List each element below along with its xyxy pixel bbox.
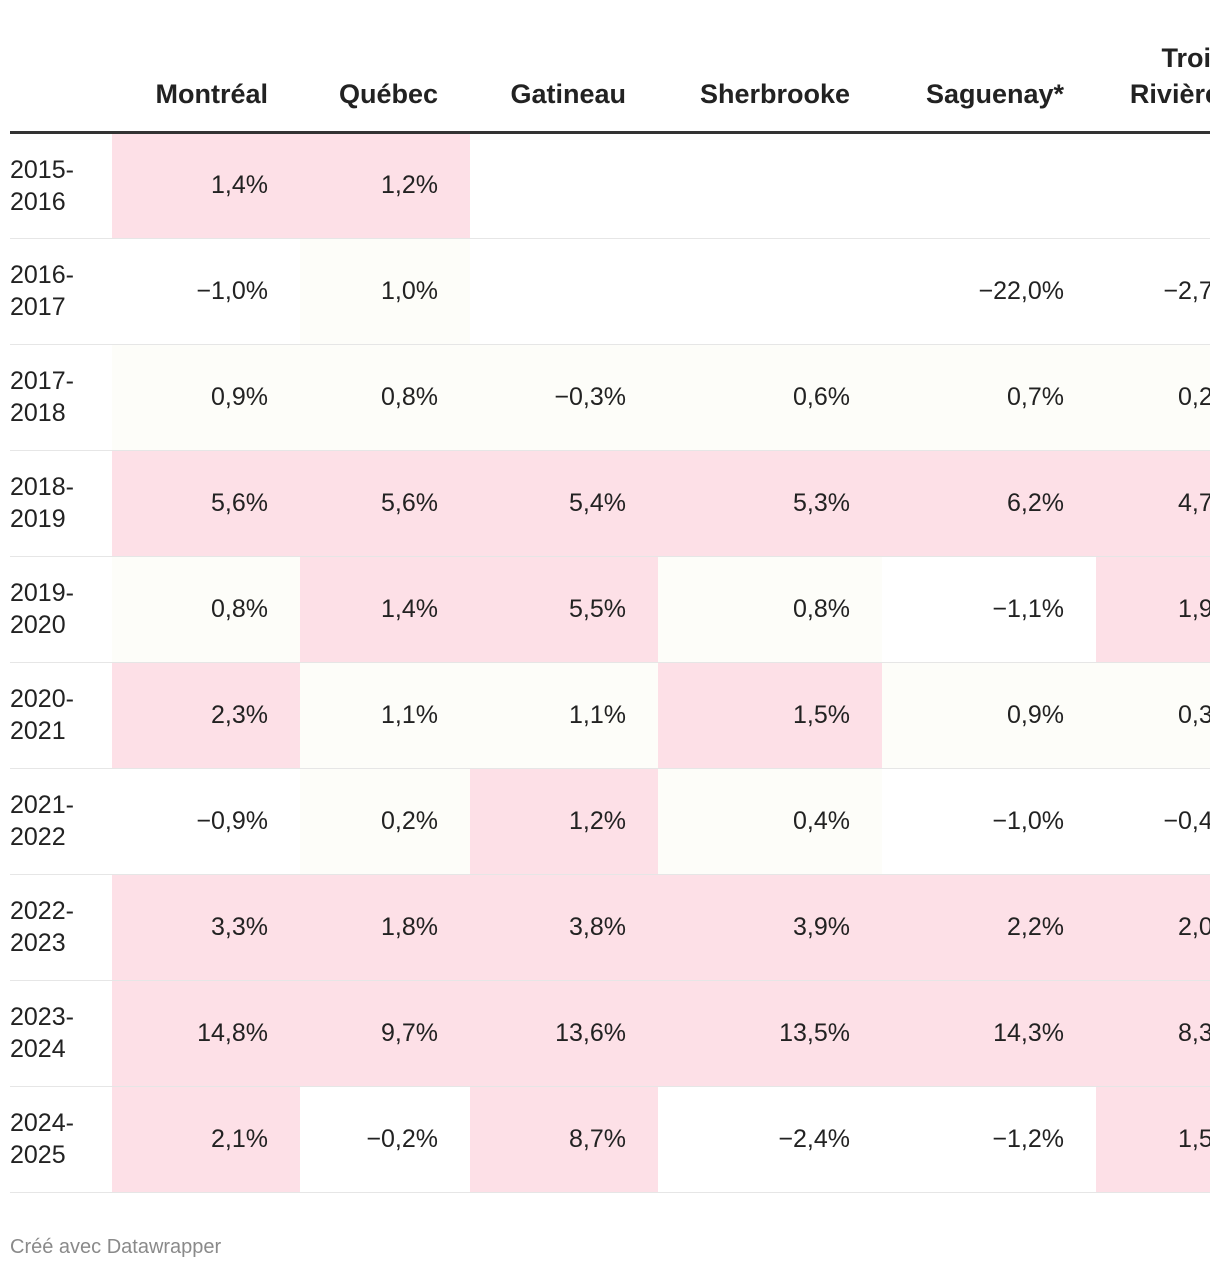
table-cell: −1,0% bbox=[112, 238, 300, 345]
row-label: 2022-2023 bbox=[10, 874, 112, 981]
table-cell bbox=[470, 238, 658, 345]
table-cell: 1,2% bbox=[470, 768, 658, 875]
footer: Créé avec Datawrapper bbox=[10, 1236, 222, 1258]
table-cell: 2,0% bbox=[1096, 874, 1210, 981]
table-cell: −2,7% bbox=[1096, 238, 1210, 345]
table-body: 2015-2016 1,4% 1,2% 2016-2017 −1,0% 1,0% −22,0… bbox=[10, 132, 1210, 1193]
table-cell: 14,8% bbox=[112, 980, 300, 1087]
table-cell: 2,1% bbox=[112, 1086, 300, 1193]
table-cell: 0,7% bbox=[882, 344, 1096, 451]
table-cell: 0,3% bbox=[1096, 662, 1210, 769]
table-cell: 3,8% bbox=[470, 874, 658, 981]
table-cell bbox=[882, 132, 1096, 239]
table-row: 2021-2022−0,9%0,2%1,2%0,4%−1,0%−0,4% bbox=[10, 768, 1210, 875]
table-cell: 4,7% bbox=[1096, 450, 1210, 557]
table-cell: −0,2% bbox=[300, 1086, 470, 1193]
table-cell: 6,2% bbox=[882, 450, 1096, 557]
table-container: Montréal Québec Gatineau Sherbrooke Saguenay… bbox=[10, 0, 1210, 1193]
table-cell: 1,1% bbox=[470, 662, 658, 769]
table-cell: 1,1% bbox=[300, 662, 470, 769]
header-row: Montréal Québec Gatineau Sherbrooke Saguenay… bbox=[10, 0, 1210, 134]
table-cell: 0,2% bbox=[300, 768, 470, 875]
table-cell: −0,3% bbox=[470, 344, 658, 451]
table-cell: 5,5% bbox=[470, 556, 658, 663]
table-cell: 1,5% bbox=[658, 662, 882, 769]
table-cell: 0,6% bbox=[658, 344, 882, 451]
table-cell: 3,3% bbox=[112, 874, 300, 981]
table-cell: 8,7% bbox=[470, 1086, 658, 1193]
table-cell: 0,8% bbox=[300, 344, 470, 451]
table-cell bbox=[658, 238, 882, 345]
row-label: 2021-2022 bbox=[10, 768, 112, 875]
table-cell: 1,4% bbox=[112, 132, 300, 239]
table-cell bbox=[658, 132, 882, 239]
table-cell bbox=[1096, 132, 1210, 239]
table-cell: 5,6% bbox=[300, 450, 470, 557]
column-header: Sherbrooke bbox=[658, 0, 882, 134]
table-cell: 5,3% bbox=[658, 450, 882, 557]
table-cell: −1,2% bbox=[882, 1086, 1096, 1193]
table-cell: 8,3% bbox=[1096, 980, 1210, 1087]
table-cell: 14,3% bbox=[882, 980, 1096, 1087]
table-cell: 2,2% bbox=[882, 874, 1096, 981]
column-header: Montréal bbox=[112, 0, 300, 134]
table-cell: 13,5% bbox=[658, 980, 882, 1087]
table-cell: 0,8% bbox=[112, 556, 300, 663]
row-label: 2017-2018 bbox=[10, 344, 112, 451]
table-cell: −0,9% bbox=[112, 768, 300, 875]
table-cell: 0,2% bbox=[1096, 344, 1210, 451]
table-cell: −0,4% bbox=[1096, 768, 1210, 875]
table-cell: 2,3% bbox=[112, 662, 300, 769]
table-cell bbox=[470, 132, 658, 239]
table-cell: 3,9% bbox=[658, 874, 882, 981]
table-cell: 9,7% bbox=[300, 980, 470, 1087]
column-header: Québec bbox=[300, 0, 470, 134]
row-label: 2015-2016 bbox=[10, 132, 112, 239]
table-cell: −1,1% bbox=[882, 556, 1096, 663]
table-cell: 1,9% bbox=[1096, 556, 1210, 663]
table-cell: −2,4% bbox=[658, 1086, 882, 1193]
column-header: Gatineau bbox=[470, 0, 658, 134]
table-cell: 0,4% bbox=[658, 768, 882, 875]
table-row: 2016-2017−1,0%1,0% −22,0%−2,7% bbox=[10, 238, 1210, 345]
table-cell: 1,2% bbox=[300, 132, 470, 239]
column-header: Trois-Rivières bbox=[1096, 0, 1210, 134]
table-cell: 0,9% bbox=[112, 344, 300, 451]
table-cell: 1,0% bbox=[300, 238, 470, 345]
row-label: 2024-2025 bbox=[10, 1086, 112, 1193]
table-cell: 0,9% bbox=[882, 662, 1096, 769]
table-cell: 1,8% bbox=[300, 874, 470, 981]
table-row: 2015-2016 1,4% 1,2% bbox=[10, 132, 1210, 239]
table-cell: 5,6% bbox=[112, 450, 300, 557]
table-cell: 5,4% bbox=[470, 450, 658, 557]
table: Montréal Québec Gatineau Sherbrooke Saguenay… bbox=[10, 0, 1210, 1193]
row-label: 2020-2021 bbox=[10, 662, 112, 769]
table-cell: 0,8% bbox=[658, 556, 882, 663]
table-cell: −1,0% bbox=[882, 768, 1096, 875]
column-header: Saguenay* bbox=[882, 0, 1096, 134]
row-label: 2023-2024 bbox=[10, 980, 112, 1087]
table-cell: 13,6% bbox=[470, 980, 658, 1087]
row-label: 2019-2020 bbox=[10, 556, 112, 663]
header-cell bbox=[10, 0, 112, 134]
row-label: 2018-2019 bbox=[10, 450, 112, 557]
table-cell: 1,5% bbox=[1096, 1086, 1210, 1193]
table-cell: 1,4% bbox=[300, 556, 470, 663]
row-label: 2016-2017 bbox=[10, 238, 112, 345]
table-cell: −22,0% bbox=[882, 238, 1096, 345]
